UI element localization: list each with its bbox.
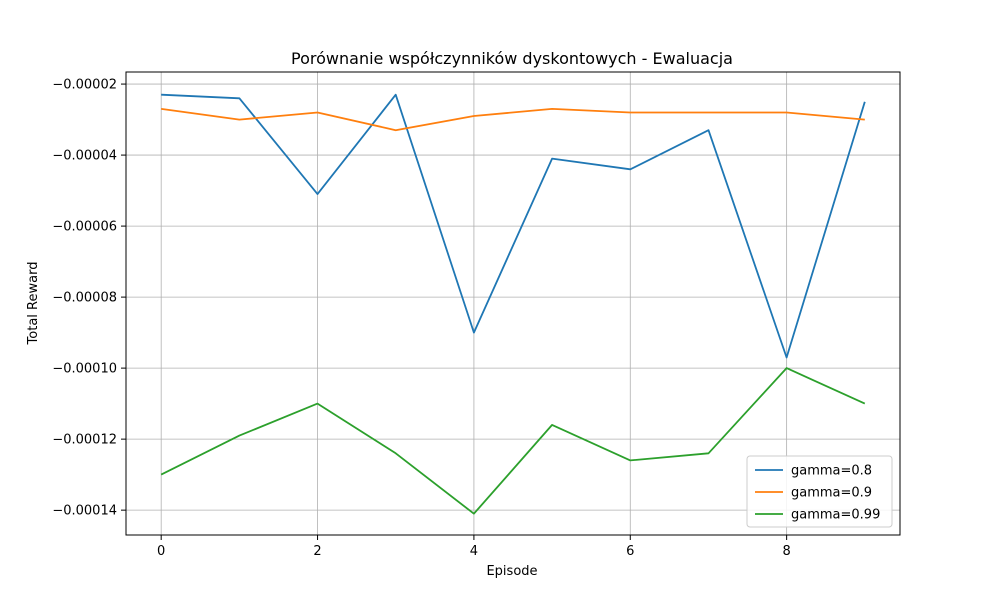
y-axis-ticks: −0.00002 −0.00004 −0.00006 −0.00008 −0.00010… — [52, 78, 126, 519]
y-axis-label: Total Reward — [26, 262, 41, 346]
series-line-2 — [160, 367, 866, 515]
x-tick-label: 2 — [313, 544, 321, 559]
legend-label: gamma=0.99 — [791, 508, 880, 523]
chart-title: Porównanie współczynników dyskontowych -… — [291, 49, 733, 68]
series-layer — [160, 93, 866, 515]
y-tick-label: −0.00012 — [52, 433, 117, 448]
y-tick-label: −0.00014 — [52, 504, 117, 519]
legend-box — [746, 455, 893, 528]
y-tick-label: −0.00004 — [52, 149, 117, 164]
legend-label: gamma=0.8 — [791, 464, 872, 479]
y-tick-label: −0.00002 — [52, 78, 117, 93]
y-tick-label: −0.00010 — [52, 362, 117, 377]
x-tick-label: 4 — [470, 544, 478, 559]
x-tick-label: 0 — [157, 544, 165, 559]
x-axis-ticks: 0 2 4 6 8 — [157, 535, 791, 559]
series-line-0 — [161, 93, 866, 359]
legend: gamma=0.8 gamma=0.9 gamma=0.99 — [746, 455, 893, 528]
legend-label: gamma=0.9 — [791, 486, 872, 501]
x-tick-label: 8 — [782, 544, 790, 559]
x-axis-label: Episode — [486, 564, 537, 579]
series-line-1 — [161, 108, 865, 132]
y-tick-label: −0.00006 — [52, 220, 117, 235]
axes-frame — [125, 71, 901, 536]
x-tick-label: 6 — [626, 544, 634, 559]
y-tick-label: −0.00008 — [52, 291, 117, 306]
grid — [126, 72, 900, 535]
